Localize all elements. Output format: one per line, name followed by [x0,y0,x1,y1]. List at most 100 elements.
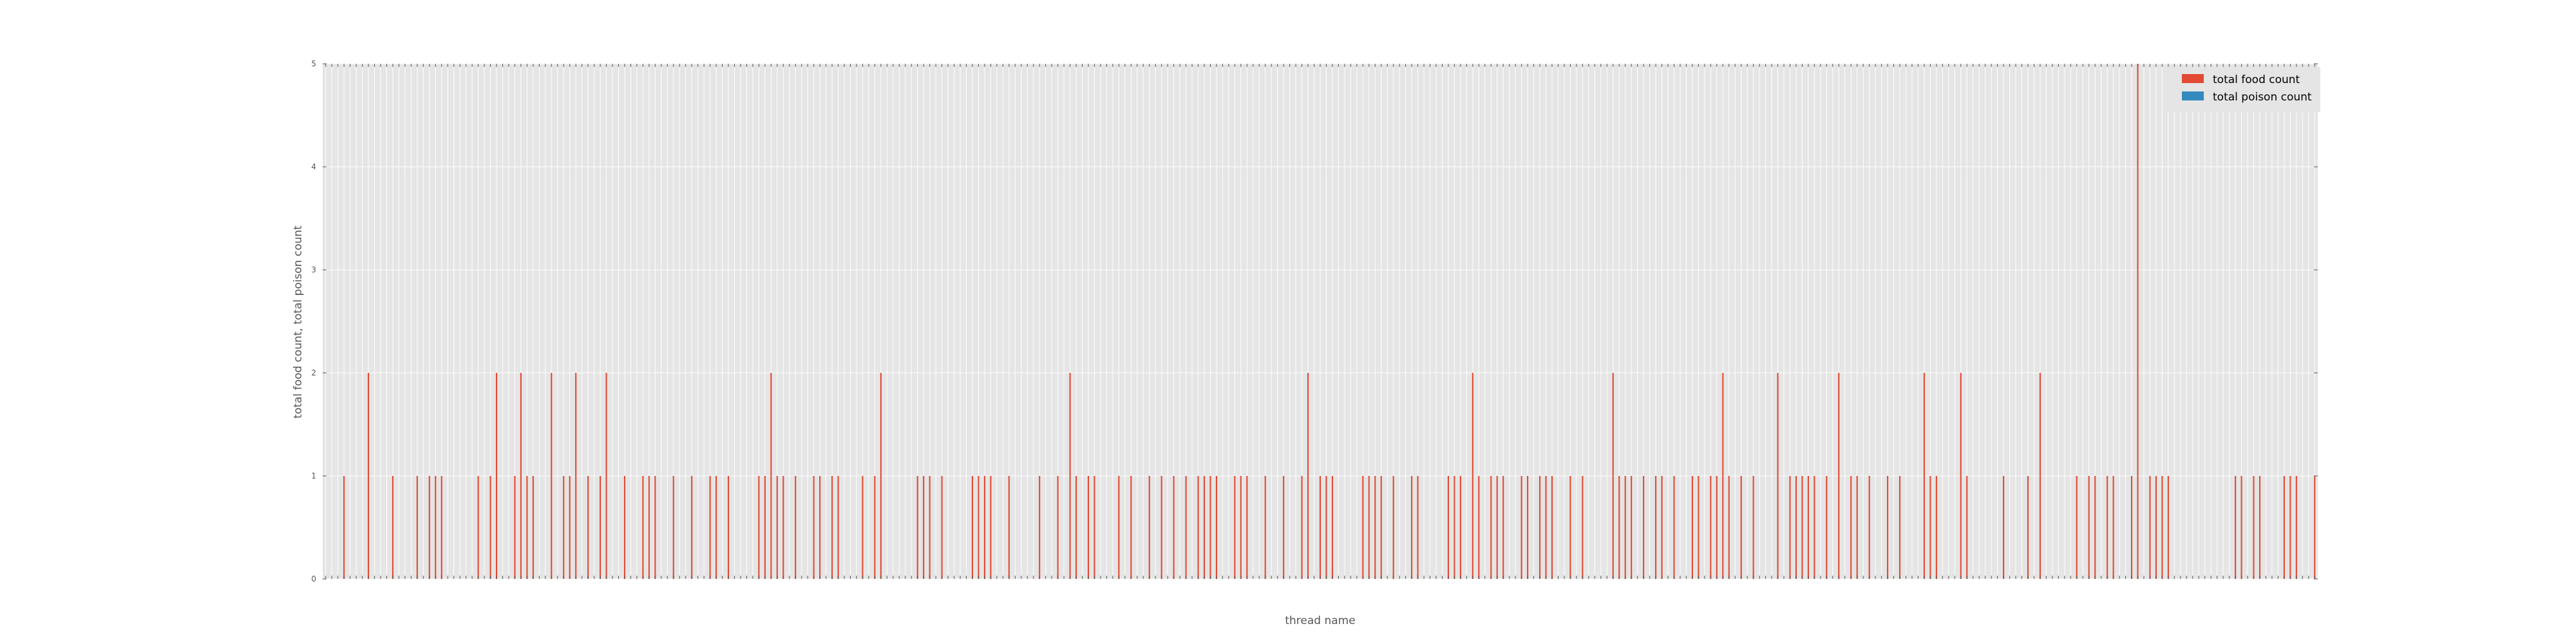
bar-food-count [837,476,839,579]
bar-food-count [1417,476,1419,579]
bar-food-count [520,373,522,579]
bar-food-count [2295,476,2297,579]
bar-food-count [1380,476,1382,579]
bar-food-count [477,476,479,579]
bar-food-count [1612,373,1614,579]
bar-food-count [971,476,974,579]
bar-food-count [2253,476,2255,579]
bar-food-count [1966,476,1968,579]
y-axis-label: total food count, total poison count [292,225,305,419]
bar-food-count [819,476,821,579]
bar-food-count [1545,476,1547,579]
bar-food-count [2167,476,2169,579]
bar-food-count [978,476,980,579]
bar-food-count [435,476,437,579]
legend-label-food: total food count [2213,73,2300,86]
bar-food-count [1374,476,1376,579]
bar-food-count [1624,476,1626,579]
bar-food-count [916,476,918,579]
bar-food-count [1057,476,1059,579]
bar-food-count [1631,476,1633,579]
y-tick-label: 2 [311,368,316,377]
bar-food-count [770,373,772,579]
y-tick-label: 3 [311,265,316,274]
bar-food-count [1331,476,1333,579]
bar-food-count [440,476,442,579]
bar-food-count [1447,476,1449,579]
bar-food-count [2155,476,2157,579]
bar-food-count [1075,476,1077,579]
bar-food-count [1923,373,1925,579]
bar-food-count [2003,476,2005,579]
bar-food-count [1197,476,1199,579]
bar-food-count [672,476,674,579]
bar-food-count [2235,476,2237,579]
bar-food-count [1960,373,1962,579]
bar-food-count [526,476,528,579]
bar-food-count [2149,476,2151,579]
bar-food-count [1728,476,1730,579]
bar-food-count [392,476,393,579]
bar-food-count [1722,373,1724,579]
bar-food-count [1618,476,1620,579]
bar-food-count [416,476,418,579]
bar-food-count [862,476,864,579]
bar-food-count [941,476,943,579]
y-ticks: 0 1 2 3 4 5 [311,59,2318,583]
bar-food-count [1502,476,1504,579]
bar-food-count [1087,476,1090,579]
bar-food-count [983,476,985,579]
bar-food-count [1069,373,1071,579]
x-ticks [325,64,2315,579]
bar-food-count [1777,373,1779,579]
bar-food-count [929,476,931,579]
bar-food-count [1008,476,1010,579]
bar-food-count [1246,476,1248,579]
bar-food-count [764,476,766,579]
bar-food-count [1807,476,1809,579]
bar-food-count [1234,476,1236,579]
bar-food-count [532,476,534,579]
bar-food-count [923,476,925,579]
bar-food-count [1283,476,1285,579]
bar-food-count [1752,476,1754,579]
legend-label-poison: total poison count [2213,91,2312,104]
bar-food-count [795,476,797,579]
bar-food-count [1203,476,1206,579]
bar-food-count [1716,476,1718,579]
legend-swatch-food [2182,74,2204,83]
bar-food-count [551,373,553,579]
bar-food-count [1551,476,1553,579]
bar-food-count [776,476,778,579]
bar-food-count [1454,476,1455,579]
bar-food-count [1539,476,1541,579]
y-tick-label: 4 [311,162,316,171]
bar-food-count [587,476,589,579]
bar-food-count [2076,476,2078,579]
bar-food-count [727,476,730,579]
bar-food-count [1490,476,1492,579]
bar-food-count [1887,476,1889,579]
bar-food-count [715,476,717,579]
bar-food-count [813,476,815,579]
bar-food-count [1582,476,1584,579]
bar-food-count [1496,476,1498,579]
bar-food-count [1411,476,1413,579]
bar-food-count [1118,476,1120,579]
bar-food-count [758,476,760,579]
bar-food-count [2131,476,2133,579]
bar-food-count [1240,476,1242,579]
bar-food-count [1301,476,1303,579]
bar-food-count [1185,476,1187,579]
bar-food-count [1362,476,1364,579]
bar-food-count [1173,476,1175,579]
bar-food-count [1673,476,1675,579]
bar-food-count [2027,476,2029,579]
bar-food-count [1935,476,1937,579]
bar-food-count [1661,476,1663,579]
bar-food-count [1368,476,1370,579]
bar-food-count [1039,476,1041,579]
bar-food-count [1868,476,1870,579]
bar-food-count [1826,476,1828,579]
